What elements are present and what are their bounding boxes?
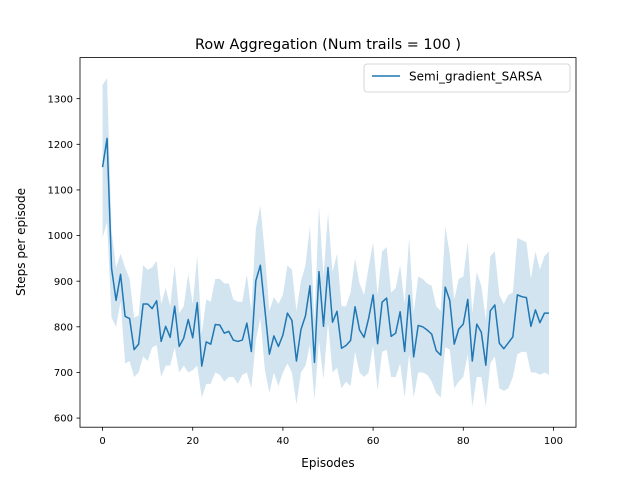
x-axis-label: Episodes (301, 456, 354, 470)
legend-box (363, 63, 571, 93)
y-tick-label: 600 (54, 414, 73, 425)
chart-title: Row Aggregation (Num trails = 100 ) (195, 37, 461, 53)
y-tick-label: 1100 (48, 186, 73, 197)
confidence-band-layer (102, 78, 549, 407)
confidence-band (102, 78, 549, 407)
y-tick-label: 800 (54, 322, 73, 333)
legend-label: Semi_gradient_SARSA (409, 70, 543, 84)
x-axis: 0 20 40 60 80 100 (99, 427, 563, 447)
legend: Semi_gradient_SARSA (363, 63, 571, 93)
y-axis: 600 700 800 900 1000 1100 1200 1300 (48, 94, 80, 425)
y-tick-label: 1000 (48, 231, 73, 242)
x-tick-label: 20 (186, 436, 199, 447)
y-tick-label: 1200 (48, 140, 73, 151)
x-tick-label: 60 (367, 436, 380, 447)
x-tick-label: 100 (544, 436, 563, 447)
y-axis-label: Steps per episode (14, 188, 28, 296)
x-tick-label: 40 (277, 436, 290, 447)
plot-frame (79, 57, 577, 428)
x-tick-label: 0 (99, 436, 105, 447)
series-line (101, 137, 549, 367)
y-tick-label: 900 (54, 277, 73, 288)
series-line-layer (101, 137, 549, 367)
y-tick-label: 700 (54, 368, 73, 379)
x-tick-label: 80 (457, 436, 470, 447)
y-tick-label: 1300 (48, 94, 73, 105)
